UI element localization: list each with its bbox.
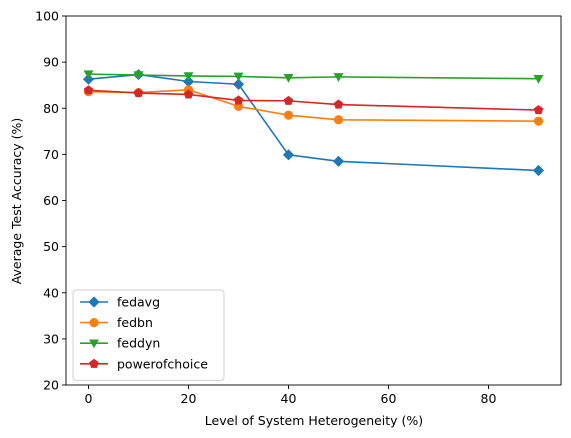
x-axis-label: Level of System Heterogeneity (%) <box>205 413 423 428</box>
y-tick-label: 90 <box>43 55 59 70</box>
legend-item-feddyn: feddyn <box>80 336 160 351</box>
plot-area <box>65 15 562 386</box>
series-powerofchoice <box>83 85 544 115</box>
data-point-fedbn <box>533 116 544 126</box>
y-tick-label: 20 <box>43 378 59 393</box>
x-tick-label: 60 <box>381 391 397 406</box>
data-point-feddyn <box>83 70 94 80</box>
data-point-feddyn <box>133 71 144 81</box>
series-line-powerofchoice <box>88 89 539 111</box>
data-point-powerofchoice <box>83 85 94 95</box>
data-point-fedavg <box>232 78 245 90</box>
data-point-fedavg <box>282 149 295 161</box>
x-tick-label: 80 <box>481 391 497 406</box>
x-tick-label: 0 <box>85 391 93 406</box>
data-point-powerofchoice <box>333 99 344 109</box>
data-point-powerofchoice <box>283 95 294 105</box>
legend-label: fedavg <box>117 295 160 310</box>
legend: fedavg fedbn feddyn powerofchoice <box>72 289 225 381</box>
data-point-fedavg <box>82 73 95 85</box>
legend-marker-fedbn <box>89 318 99 328</box>
y-tick-label: 40 <box>43 285 59 300</box>
y-tick-label: 70 <box>43 147 59 162</box>
legend-marker-feddyn <box>89 339 99 349</box>
y-tick-label: 80 <box>43 101 59 116</box>
data-point-fedavg <box>182 75 195 88</box>
series-line-fedbn <box>88 89 539 122</box>
data-point-feddyn <box>533 74 544 84</box>
data-point-fedbn <box>283 110 294 120</box>
data-point-powerofchoice <box>133 88 144 98</box>
data-point-feddyn <box>183 72 194 81</box>
legend-label: feddyn <box>117 336 160 351</box>
y-tick-label: 30 <box>43 331 59 346</box>
series-fedavg <box>82 68 545 177</box>
y-tick-label: 60 <box>43 193 59 208</box>
data-point-fedbn <box>333 115 344 125</box>
y-tick-label: 100 <box>35 9 59 24</box>
legend-label: powerofchoice <box>117 356 208 371</box>
y-tick-label: 50 <box>43 239 59 254</box>
series-fedbn <box>83 85 544 126</box>
data-point-feddyn <box>233 72 244 82</box>
y-axis-label: Average Test Accuracy (%) <box>9 118 24 285</box>
data-point-powerofchoice <box>533 105 544 115</box>
x-tick-label: 20 <box>181 391 197 406</box>
data-point-fedavg <box>332 155 345 167</box>
data-point-fedavg <box>532 164 545 177</box>
data-point-powerofchoice <box>183 89 194 99</box>
legend-item-powerofchoice: powerofchoice <box>80 356 208 371</box>
legend-marker-powerofchoice <box>89 358 99 368</box>
x-tick-label: 40 <box>281 391 297 406</box>
legend-item-fedbn: fedbn <box>80 315 153 330</box>
legend-box <box>72 289 225 381</box>
data-point-feddyn <box>283 74 294 83</box>
legend-marker-fedavg <box>88 296 100 308</box>
y-axis-ticks: 20 30 40 50 60 70 80 90 100 <box>35 9 66 393</box>
series-line-fedavg <box>88 73 539 172</box>
x-axis-ticks: 0 20 40 60 80 <box>85 385 497 406</box>
data-point-powerofchoice <box>233 95 244 105</box>
legend-item-fedavg: fedavg <box>80 295 160 310</box>
legend-label: fedbn <box>117 315 153 330</box>
data-point-feddyn <box>333 73 344 82</box>
series-feddyn <box>83 70 544 84</box>
